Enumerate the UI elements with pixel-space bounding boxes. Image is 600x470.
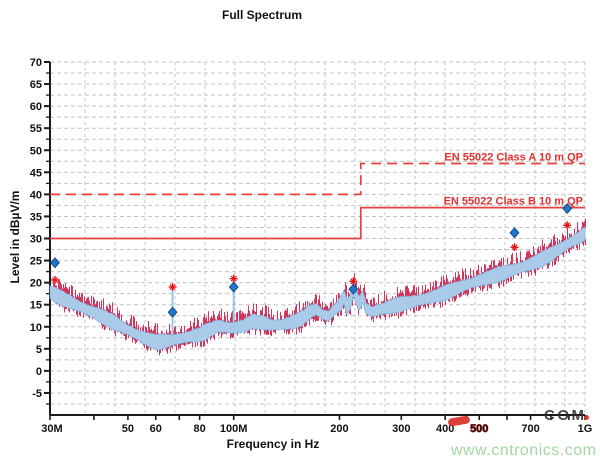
watermark-swoosh-icon bbox=[448, 415, 470, 427]
svg-text:20: 20 bbox=[30, 278, 42, 290]
svg-text:15: 15 bbox=[30, 300, 42, 312]
svg-text:500: 500 bbox=[470, 423, 488, 435]
svg-text:80: 80 bbox=[194, 423, 206, 435]
svg-text:EN 55022 Class A 10 m QP: EN 55022 Class A 10 m QP bbox=[444, 151, 583, 163]
diamond-marker bbox=[562, 202, 573, 215]
svg-text:25: 25 bbox=[30, 256, 42, 268]
svg-text:-5: -5 bbox=[32, 388, 42, 400]
class-a-limit-line bbox=[50, 162, 585, 196]
chart-title: Full Spectrum bbox=[221, 8, 302, 22]
diamond-marker bbox=[348, 283, 359, 295]
diamond-marker bbox=[50, 257, 60, 269]
svg-text:55: 55 bbox=[30, 123, 42, 135]
svg-text:50: 50 bbox=[122, 423, 134, 435]
svg-text:30M: 30M bbox=[41, 423, 62, 435]
svg-text:30: 30 bbox=[30, 234, 42, 246]
star-marker bbox=[510, 243, 519, 252]
star-marker bbox=[229, 274, 238, 283]
star-marker bbox=[168, 283, 177, 292]
svg-text:35: 35 bbox=[30, 211, 42, 223]
star-marker bbox=[51, 275, 60, 284]
svg-text:60: 60 bbox=[30, 101, 42, 113]
svg-text:1G: 1G bbox=[578, 423, 593, 435]
svg-text:400: 400 bbox=[436, 423, 454, 435]
limit-lines bbox=[50, 162, 585, 240]
svg-text:45: 45 bbox=[30, 167, 42, 179]
diamond-marker bbox=[167, 306, 178, 318]
watermark-text: www.cntronics.com bbox=[451, 442, 597, 459]
watermark-fragment: COM bbox=[544, 407, 587, 424]
diamond-marker bbox=[228, 281, 239, 293]
svg-text:100M: 100M bbox=[220, 423, 248, 435]
diamond-marker bbox=[509, 227, 520, 239]
svg-text:70: 70 bbox=[30, 57, 42, 69]
svg-text:10: 10 bbox=[30, 322, 42, 334]
svg-text:5: 5 bbox=[36, 344, 42, 356]
svg-text:0: 0 bbox=[36, 366, 42, 378]
spectrum-band bbox=[49, 225, 586, 351]
svg-text:65: 65 bbox=[30, 79, 42, 91]
watermark-red-dot-icon bbox=[584, 415, 589, 420]
svg-text:60: 60 bbox=[150, 423, 162, 435]
class-b-limit-line bbox=[50, 206, 585, 240]
svg-text:700: 700 bbox=[521, 423, 539, 435]
svg-text:40: 40 bbox=[30, 189, 42, 201]
limit-labels: EN 55022 Class A 10 m QP EN 55022 Class B… bbox=[444, 151, 583, 207]
star-marker bbox=[563, 221, 572, 230]
svg-text:EN 55022 Class B 10 m QP: EN 55022 Class B 10 m QP bbox=[444, 196, 583, 208]
markers bbox=[50, 202, 573, 318]
svg-text:200: 200 bbox=[330, 423, 348, 435]
svg-text:50: 50 bbox=[30, 145, 42, 157]
svg-text:300: 300 bbox=[392, 423, 410, 435]
x-axis-title: Frequency in Hz bbox=[226, 437, 320, 451]
